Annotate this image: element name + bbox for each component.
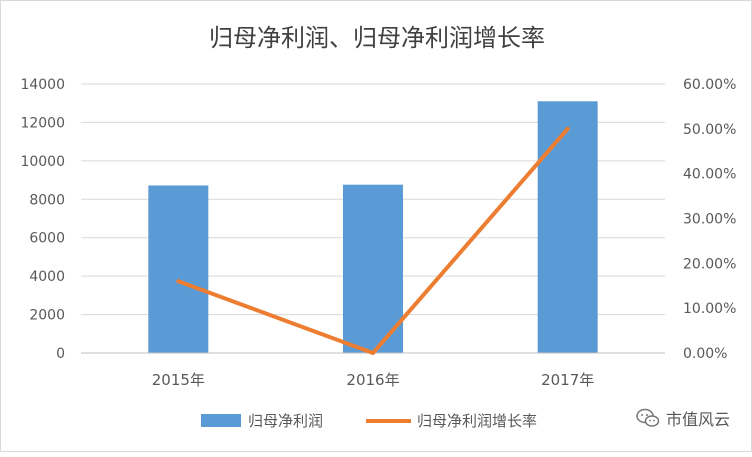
y-right-tick-label: 20.00%: [683, 256, 736, 272]
y-left-tick-label: 12000: [20, 115, 65, 131]
y-left-tick-label: 10000: [20, 154, 65, 170]
line-point: [371, 351, 375, 355]
y-left-tick-label: 8000: [29, 192, 65, 208]
y-right-tick-label: 30.00%: [683, 212, 736, 228]
y-right-tick-label: 40.00%: [683, 167, 736, 183]
y-right-tick-label: 60.00%: [683, 77, 736, 93]
line-point: [566, 127, 570, 131]
chart-title: 归母净利润、归母净利润增长率: [209, 24, 545, 52]
legend-swatch-bar: [201, 414, 241, 427]
y-right-tick-label: 0.00%: [683, 346, 727, 362]
watermark: 市值风云: [636, 406, 730, 430]
y-left-tick-label: 14000: [20, 77, 65, 93]
y-left-tick-label: 4000: [29, 269, 65, 285]
y-left-tick-label: 0: [56, 346, 65, 362]
y-left-tick-label: 2000: [29, 308, 65, 324]
y-right-tick-label: 50.00%: [683, 122, 736, 138]
wechat-icon: [636, 408, 660, 428]
x-tick-label: 2015年: [152, 371, 205, 389]
line-point: [176, 279, 180, 283]
x-tick-label: 2016年: [346, 371, 399, 389]
legend-label-bar: 归母净利润: [248, 412, 323, 430]
bar: [538, 101, 598, 353]
watermark-text: 市值风云: [666, 406, 730, 430]
x-tick-label: 2017年: [541, 371, 594, 389]
y-left-tick-label: 6000: [29, 231, 65, 247]
bar: [148, 185, 208, 353]
y-right-tick-label: 10.00%: [683, 301, 736, 317]
legend-label-line: 归母净利润增长率: [417, 412, 537, 430]
